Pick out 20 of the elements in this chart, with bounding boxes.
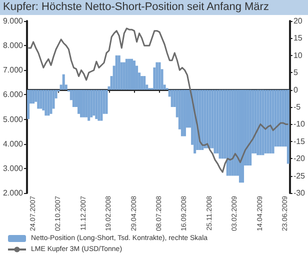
y-tick-label: 8.000 — [2, 41, 24, 50]
y2-tick-label: -15 — [293, 136, 306, 146]
y-tick-label: 4.000 — [2, 139, 24, 148]
y-tick-label: 3.000 — [2, 164, 24, 173]
y2-tick-label: 5 — [293, 68, 298, 78]
y2-tick-label: -10 — [293, 120, 306, 129]
y-tick-label: 5.000 — [2, 114, 24, 124]
y-tick-label: 7.000 — [2, 66, 24, 75]
y2-tick-label: 20 — [293, 16, 303, 26]
y-tick-label: 9.000 — [2, 16, 24, 26]
y2-tick-label: -30 — [293, 188, 306, 198]
y2-tick-label: 10 — [293, 50, 303, 60]
y-tick-label: 2.000 — [2, 188, 24, 198]
y-tick-label: 6.000 — [2, 90, 24, 100]
y2-tick-label: -20 — [293, 154, 306, 164]
chart-title: Kupfer: Höchste Netto-Short-Position seit Anfang März — [0, 0, 308, 15]
y2-tick-label: 15 — [293, 34, 303, 43]
y2-tick-label: -25 — [293, 171, 306, 180]
y2-tick-label: 0 — [293, 85, 298, 94]
y2-tick-label: -5 — [293, 102, 302, 112]
